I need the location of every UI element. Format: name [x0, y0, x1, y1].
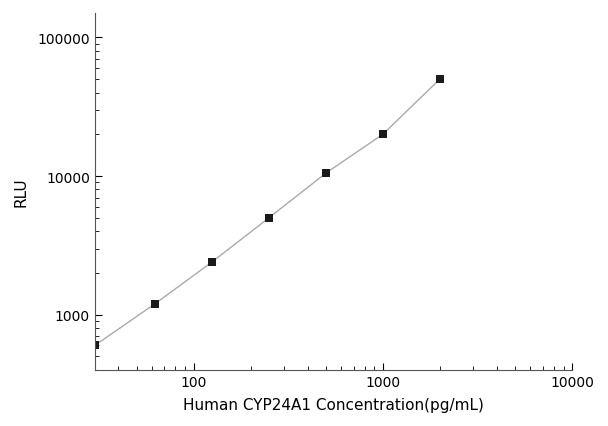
Point: [321, 170, 331, 177]
Y-axis label: RLU: RLU: [14, 177, 29, 207]
Point: [378, 132, 388, 138]
Point: [150, 301, 160, 308]
Point: [264, 215, 274, 222]
Point: [90, 342, 100, 349]
Point: [207, 259, 217, 266]
Point: [435, 77, 445, 83]
X-axis label: Human CYP24A1 Concentration(pg/mL): Human CYP24A1 Concentration(pg/mL): [183, 397, 484, 412]
